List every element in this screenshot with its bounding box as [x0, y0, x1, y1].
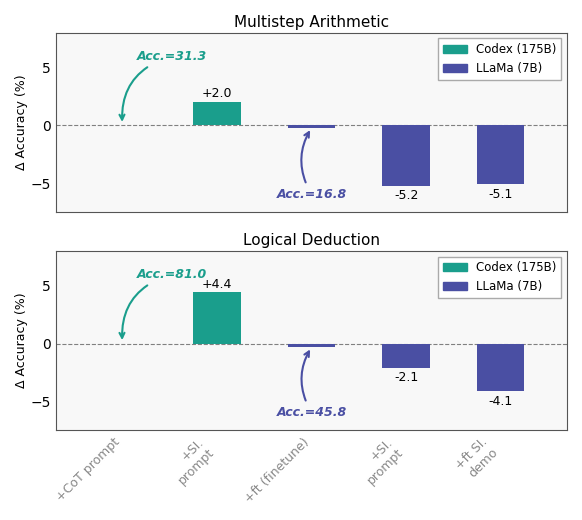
- Text: Acc.=31.3: Acc.=31.3: [119, 50, 207, 120]
- Bar: [382, 125, 430, 186]
- Y-axis label: Δ Accuracy (%): Δ Accuracy (%): [15, 293, 28, 388]
- Text: Acc.=81.0: Acc.=81.0: [119, 268, 207, 338]
- Bar: [193, 102, 240, 125]
- Bar: [193, 292, 240, 344]
- Text: -4.1: -4.1: [489, 395, 513, 408]
- Bar: [477, 125, 524, 185]
- Text: +2.0: +2.0: [201, 87, 232, 100]
- Text: +4.4: +4.4: [202, 278, 232, 291]
- Text: -5.2: -5.2: [394, 189, 418, 202]
- Y-axis label: Δ Accuracy (%): Δ Accuracy (%): [15, 75, 28, 170]
- Text: Acc.=16.8: Acc.=16.8: [276, 132, 347, 201]
- Title: Multistep Arithmetic: Multistep Arithmetic: [234, 15, 389, 30]
- Bar: [382, 344, 430, 368]
- Bar: [288, 125, 335, 128]
- Text: -5.1: -5.1: [488, 188, 513, 201]
- Legend: Codex (175B), LLaMa (7B): Codex (175B), LLaMa (7B): [438, 38, 561, 80]
- Text: -2.1: -2.1: [394, 371, 418, 384]
- Text: Acc.=45.8: Acc.=45.8: [276, 352, 347, 419]
- Title: Logical Deduction: Logical Deduction: [243, 233, 380, 248]
- Legend: Codex (175B), LLaMa (7B): Codex (175B), LLaMa (7B): [438, 256, 561, 298]
- Bar: [477, 344, 524, 391]
- Bar: [288, 344, 335, 347]
